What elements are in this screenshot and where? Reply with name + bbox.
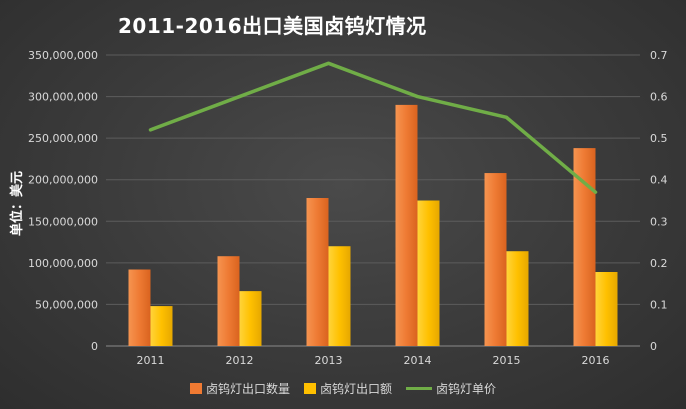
bar-quantity xyxy=(395,104,418,346)
y-tick-label-left: 100,000,000 xyxy=(28,257,98,270)
y-tick-label-right: 0.3 xyxy=(650,215,668,228)
legend-item-quantity: 卤钨灯出口数量 xyxy=(189,380,290,397)
y-tick-label-left: 300,000,000 xyxy=(28,91,98,104)
y-tick-label-right: 0.1 xyxy=(650,298,668,311)
bar-quantity xyxy=(306,198,329,346)
y-tick-label-right: 0.7 xyxy=(650,49,668,62)
legend-label-quantity: 卤钨灯出口数量 xyxy=(205,382,290,396)
legend-swatch-unit-price xyxy=(406,387,432,390)
bar-quantity xyxy=(128,269,151,346)
x-tick-label: 2014 xyxy=(404,354,432,367)
bar-amount xyxy=(506,251,529,346)
y-tick-label-right: 0.4 xyxy=(650,174,668,187)
y-tick-label-left: 200,000,000 xyxy=(28,174,98,187)
y-tick-label-left: 250,000,000 xyxy=(28,132,98,145)
bar-amount xyxy=(417,200,440,346)
bar-amount xyxy=(150,306,173,346)
legend-swatch-amount xyxy=(303,383,316,394)
x-tick-label: 2016 xyxy=(582,354,610,367)
x-tick-label: 2012 xyxy=(226,354,254,367)
bar-quantity xyxy=(484,173,507,346)
line-unit-price xyxy=(148,61,598,194)
y-tick-label-right: 0.2 xyxy=(650,257,668,270)
x-tick-label: 2013 xyxy=(315,354,343,367)
y-tick-label-left: 150,000,000 xyxy=(28,215,98,228)
y-tick-label-right: 0.5 xyxy=(650,132,668,145)
y-tick-label-left: 350,000,000 xyxy=(28,49,98,62)
y-tick-label-right: 0.6 xyxy=(650,91,668,104)
legend-label-amount: 卤钨灯出口额 xyxy=(319,382,392,396)
chart-title: 2011-2016出口美国卤钨灯情况 xyxy=(118,14,427,38)
legend-item-unit-price: 卤钨灯单价 xyxy=(406,380,496,397)
y-tick-label-left: 50,000,000 xyxy=(35,298,98,311)
y-tick-label-left: 0 xyxy=(91,340,98,353)
legend-item-amount: 卤钨灯出口额 xyxy=(303,380,392,397)
bar-quantity xyxy=(573,148,596,346)
legend-swatch-quantity xyxy=(189,383,202,394)
x-tick-label: 2011 xyxy=(137,354,165,367)
legend: 卤钨灯出口数量 卤钨灯出口额 卤钨灯单价 xyxy=(0,380,686,397)
bar-amount xyxy=(328,246,351,346)
bar-quantity xyxy=(217,256,240,346)
y-tick-label-right: 0 xyxy=(650,340,657,353)
bar-amount xyxy=(239,291,262,346)
bar-amount xyxy=(595,272,618,346)
legend-label-unit-price: 卤钨灯单价 xyxy=(436,382,497,396)
x-tick-label: 2015 xyxy=(493,354,521,367)
